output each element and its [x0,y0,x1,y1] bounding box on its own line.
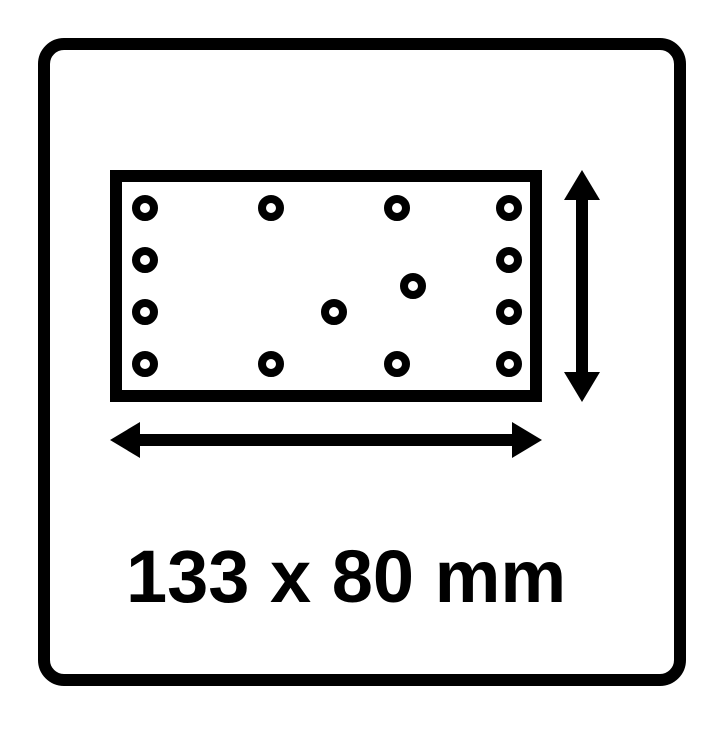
plate-hole [132,351,158,377]
plate-hole [132,247,158,273]
plate-hole [496,299,522,325]
plate-hole [384,195,410,221]
plate-hole [258,195,284,221]
diagram-canvas: 133 x 80 mm [0,0,726,733]
plate-hole [132,195,158,221]
dimension-label: 133 x 80 mm [126,534,566,619]
sanding-plate [110,170,542,402]
plate-hole [496,351,522,377]
plate-hole [384,351,410,377]
width-dimension-arrow [78,420,574,460]
height-dimension-arrow [550,150,614,422]
plate-hole [496,195,522,221]
plate-hole [321,299,347,325]
plate-hole [400,273,426,299]
plate-hole [496,247,522,273]
plate-hole [258,351,284,377]
plate-hole [132,299,158,325]
